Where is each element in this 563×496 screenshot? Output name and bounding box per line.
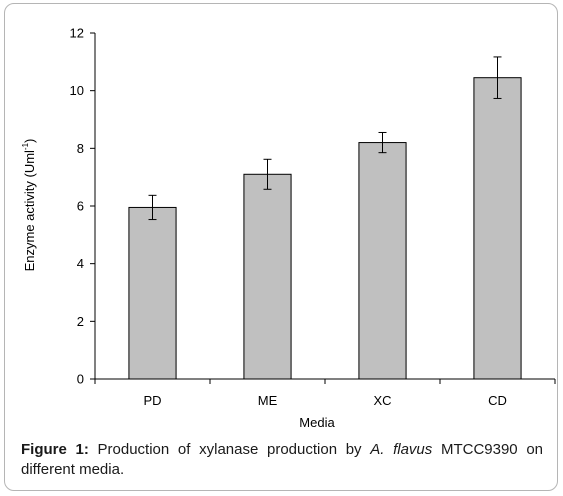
caption-label: Figure 1: [21,441,89,458]
figure-caption: Figure 1: Production of xylanase product… [21,440,543,480]
caption-text-2: MTCC9390 on different media. [21,441,544,478]
bar-cd [473,77,522,380]
y-tick-label: 8 [77,141,84,156]
x-tick-label: ME [258,393,278,408]
y-tick-label: 4 [77,256,84,271]
y-tick-label: 2 [77,314,84,329]
bar-pd [128,206,177,380]
x-axis-ticks: PD ME XC CD [94,379,556,408]
y-axis-label-sup: -1 [21,142,30,150]
bar-me [243,173,292,380]
error-bars [148,56,502,221]
x-tick-label: XC [373,393,391,408]
y-axis-label-close: ) [22,139,37,143]
y-axis-label: Enzyme activity (Uml-1) [21,139,37,272]
y-tick-label: 0 [77,372,84,387]
caption-text-1: Production of xylanase production by [88,441,371,458]
x-tick-label: CD [488,393,507,408]
x-axis-label: Media [299,415,335,430]
bars [128,77,522,380]
y-axis-ticks: 0 2 4 6 8 10 12 [70,26,95,387]
y-tick-label: 12 [70,26,84,41]
y-tick-label: 10 [70,83,84,98]
bar-xc [358,142,407,380]
x-tick-label: PD [143,393,161,408]
y-tick-label: 6 [77,199,84,214]
y-axis-label-main: Enzyme activity (Uml [22,150,37,271]
caption-organism: A. flavus [370,441,433,458]
